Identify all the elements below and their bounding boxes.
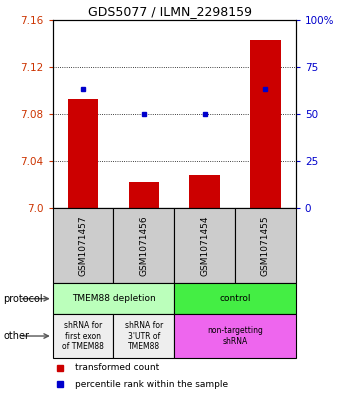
Text: GSM1071454: GSM1071454	[200, 215, 209, 276]
Text: GDS5077 / ILMN_2298159: GDS5077 / ILMN_2298159	[88, 5, 252, 18]
Bar	[250, 40, 280, 208]
Text: shRNA for
first exon
of TMEM88: shRNA for first exon of TMEM88	[62, 321, 104, 351]
Text: GSM1071457: GSM1071457	[79, 215, 88, 276]
Bar	[174, 314, 296, 358]
Bar	[174, 208, 235, 283]
Text: TMEM88 depletion: TMEM88 depletion	[72, 294, 155, 303]
Bar	[68, 99, 98, 208]
Bar	[189, 175, 220, 208]
Bar	[114, 314, 174, 358]
Text: GSM1071455: GSM1071455	[261, 215, 270, 276]
Text: other: other	[3, 331, 29, 341]
Bar	[174, 283, 296, 314]
Text: control: control	[219, 294, 251, 303]
Text: non-targetting
shRNA: non-targetting shRNA	[207, 326, 263, 346]
Text: protocol: protocol	[3, 294, 43, 304]
Bar	[53, 208, 114, 283]
Text: percentile rank within the sample: percentile rank within the sample	[74, 380, 228, 389]
Text: GSM1071456: GSM1071456	[139, 215, 148, 276]
Bar	[53, 283, 174, 314]
Text: shRNA for
3'UTR of
TMEM88: shRNA for 3'UTR of TMEM88	[125, 321, 163, 351]
Bar	[53, 314, 114, 358]
Bar	[114, 208, 174, 283]
Bar	[129, 182, 159, 208]
Text: transformed count: transformed count	[74, 363, 159, 372]
Bar	[235, 208, 296, 283]
